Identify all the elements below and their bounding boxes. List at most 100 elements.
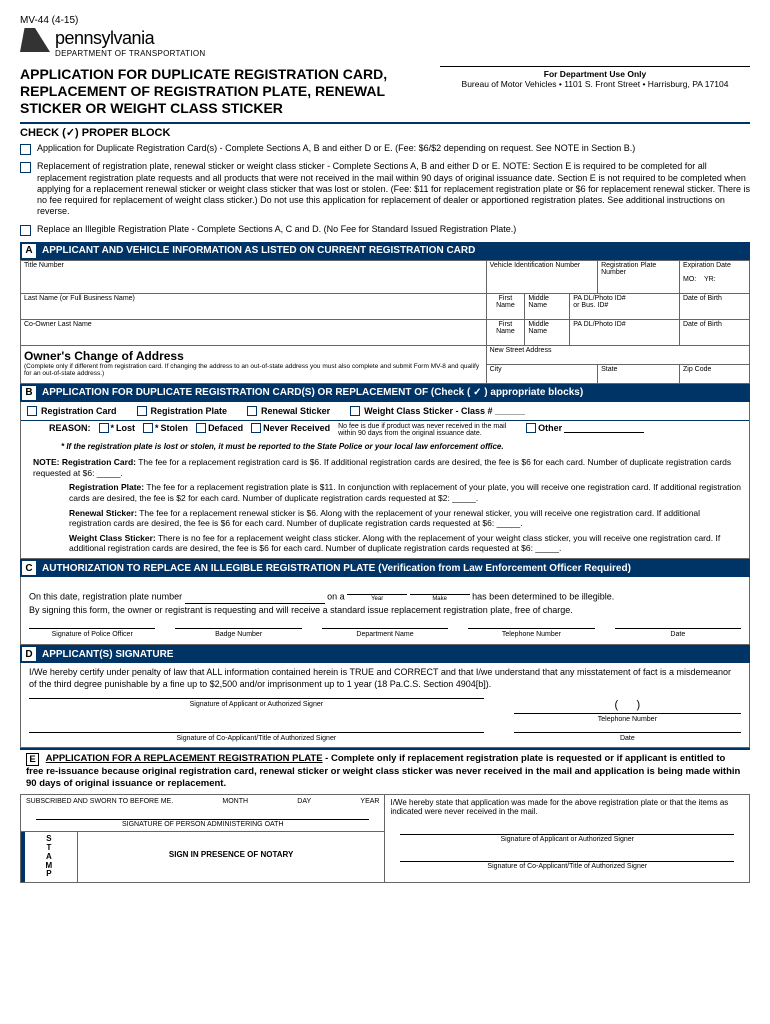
penndot-logo-icon [20,28,50,52]
field-plate[interactable]: Registration Plate Number [598,260,680,293]
dept-name: DEPARTMENT OF TRANSPORTATION [55,49,206,58]
d-tel[interactable]: Telephone Number [514,713,741,724]
reason-row: REASON: *Lost *Stolen Defaced Never Rece… [21,421,749,440]
section-d-body: I/We hereby certify under penalty of law… [20,663,750,748]
section-b-notes: NOTE: Registration Card: Registration Ca… [21,455,749,558]
c-sig-dept[interactable]: Department Name [322,628,448,641]
form-id: MV-44 (4-15) [20,15,750,26]
section-b-header: B APPLICATION FOR DUPLICATE REGISTRATION… [20,384,750,402]
field-co-last[interactable]: Co-Owner Last Name [21,319,487,345]
c-sig-date[interactable]: Date [615,628,741,641]
reason-other: Other [538,423,562,433]
check-text-1: Application for Duplicate Registration C… [37,143,635,155]
check-option-3: Replace an Illegible Registration Plate … [20,224,750,236]
check-option-2: Replacement of registration plate, renew… [20,161,750,217]
e-statement: I/We hereby state that application was m… [390,798,744,816]
c-make: Make [410,595,470,604]
field-dl-id[interactable]: PA DL/Photo ID# or Bus. ID# [570,293,680,319]
field-new-street[interactable]: New Street Address [486,345,749,364]
cb-reg-plate[interactable] [137,406,147,416]
reason-lost: Lost [116,423,135,433]
e-statement-cell: I/We hereby state that application was m… [385,794,750,883]
notary-text: SIGN IN PRESENCE OF NOTARY [77,832,385,883]
reason-label: REASON: [49,423,91,433]
field-co-first[interactable]: First Name [486,319,525,345]
section-c-title: AUTHORIZATION TO REPLACE AN ILLEGIBLE RE… [42,563,631,574]
cb-stolen[interactable] [143,423,153,433]
cb-lost[interactable] [99,423,109,433]
no-fee-note: No fee is due if product was never recei… [338,423,518,438]
check-text-3: Replace an Illegible Registration Plate … [37,224,516,236]
d-date[interactable]: Date [514,732,741,743]
cb-weight[interactable] [350,406,360,416]
reason-stolen: Stolen [161,423,189,433]
check-text-2: Replacement of registration plate, renew… [37,161,750,217]
note-label: NOTE: [33,457,59,467]
field-title-number[interactable]: Title Number [21,260,487,293]
section-b-title: APPLICATION FOR DUPLICATE REGISTRATION C… [42,387,583,398]
check-heading: CHECK (✓) PROPER BLOCK [20,122,750,139]
c-year: Year [347,595,407,604]
checkbox-1[interactable] [20,144,31,155]
checkbox-3[interactable] [20,225,31,236]
field-city[interactable]: City [486,364,598,383]
c-line1c: has been determined to be illegible. [472,592,614,602]
field-co-dob[interactable]: Date of Birth [679,319,749,345]
dept-use-address: Bureau of Motor Vehicles • 1101 S. Front… [440,79,750,89]
reason-never: Never Received [263,423,330,433]
section-b-letter: B [22,386,36,400]
section-e-header: E APPLICATION FOR A REPLACEMENT REGISTRA… [20,748,750,794]
field-first-name[interactable]: First Name [486,293,525,319]
e-sig1[interactable]: Signature of Applicant or Authorized Sig… [400,834,734,843]
dept-use-title: For Department Use Only [440,69,750,79]
stamp-cell: S T A M P [21,832,78,883]
dept-use-box: For Department Use Only Bureau of Motor … [440,66,750,89]
cb-never[interactable] [251,423,261,433]
c-sig-badge[interactable]: Badge Number [175,628,301,641]
checkbox-2[interactable] [20,162,31,173]
section-a-title: APPLICANT AND VEHICLE INFORMATION AS LIS… [42,245,475,256]
form-title: APPLICATION FOR DUPLICATE REGISTRATION C… [20,66,420,116]
asterisk-note: * If the registration plate is lost or s… [21,440,749,455]
e-oath-sig[interactable]: SIGNATURE OF PERSON ADMINISTERING OATH [36,819,369,828]
field-dob[interactable]: Date of Birth [679,293,749,319]
c-sig-officer[interactable]: Signature of Police Officer [29,628,155,641]
owner-change-title: Owner's Change of Address [24,349,483,363]
e-subscribed: SUBSCRIBED AND SWORN TO BEFORE ME. [26,798,173,806]
owner-change-note: (Complete only if different from registr… [24,363,483,377]
d-sig2[interactable]: Signature of Co-Applicant/Title of Autho… [29,732,484,743]
section-e-table: SUBSCRIBED AND SWORN TO BEFORE ME. MONTH… [20,794,750,884]
c-line1a: On this date, registration plate number [29,592,185,602]
field-zip[interactable]: Zip Code [680,364,750,383]
section-a-header: A APPLICANT AND VEHICLE INFORMATION AS L… [20,242,750,260]
field-middle-name[interactable]: Middle Name [525,293,570,319]
cb-other[interactable] [526,423,536,433]
cb-reg-card[interactable] [27,406,37,416]
c-sig-tel[interactable]: Telephone Number [468,628,594,641]
state-name: pennsylvania [55,28,206,49]
cb-defaced[interactable] [196,423,206,433]
check-option-1: Application for Duplicate Registration C… [20,143,750,155]
cb-renewal[interactable] [247,406,257,416]
owner-change-cell: Owner's Change of Address (Complete only… [21,345,487,383]
item-reg-plate: Registration Plate [151,406,228,416]
field-last-name[interactable]: Last Name (or Full Business Name) [21,293,487,319]
item-renewal: Renewal Sticker [261,406,330,416]
section-e-title: APPLICATION FOR A REPLACEMENT REGISTRATI… [46,753,323,764]
c-line1b: on a [327,592,347,602]
section-e-letter: E [26,753,39,766]
field-co-dl[interactable]: PA DL/Photo ID# [570,319,680,345]
reason-defaced: Defaced [208,423,243,433]
e-year: YEAR [360,798,379,805]
field-state[interactable]: State [598,364,680,383]
section-c-body: On this date, registration plate number … [20,577,750,645]
field-exp[interactable]: Expiration DateMO: YR: [680,260,750,293]
field-co-middle[interactable]: Middle Name [525,319,570,345]
item-weight: Weight Class Sticker - Class # ______ [364,406,525,416]
section-b-items: Registration Card Registration Plate Ren… [21,402,749,421]
d-sig1[interactable]: Signature of Applicant or Authorized Sig… [29,698,484,723]
e-sig2[interactable]: Signature of Co-Applicant/Title of Autho… [400,861,734,870]
field-vin[interactable]: Vehicle Identification Number [486,260,598,293]
e-month: MONTH [222,798,248,805]
section-d-header: D APPLICANT(S) SIGNATURE [20,645,750,663]
